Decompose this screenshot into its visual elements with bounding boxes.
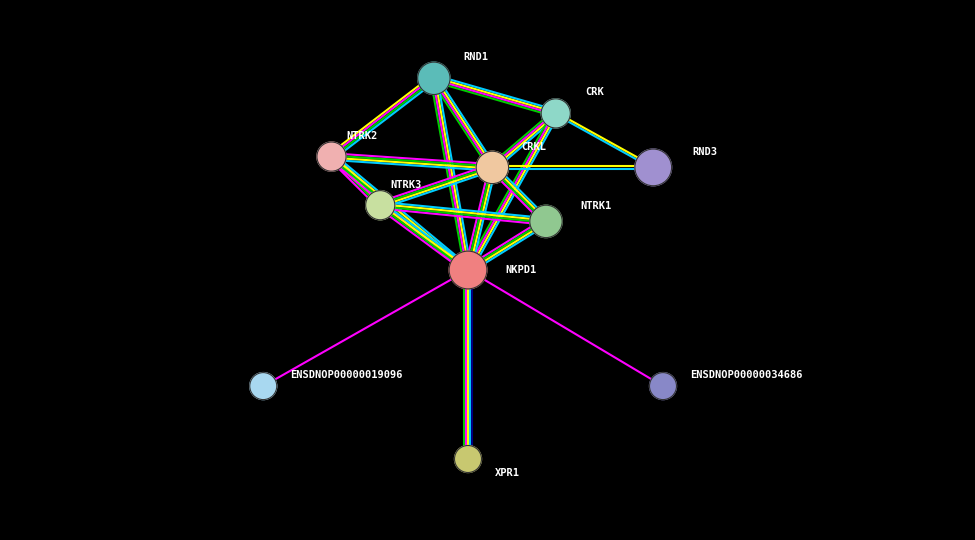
Circle shape: [317, 142, 346, 171]
Text: ENSDNOP00000034686: ENSDNOP00000034686: [690, 370, 802, 380]
Circle shape: [541, 99, 570, 128]
Text: NTRK2: NTRK2: [346, 131, 377, 141]
Circle shape: [529, 205, 563, 238]
Text: NTRK3: NTRK3: [390, 180, 421, 190]
Circle shape: [649, 373, 677, 400]
Text: CRKL: CRKL: [522, 142, 547, 152]
Circle shape: [449, 251, 487, 289]
Circle shape: [454, 446, 482, 472]
Text: XPR1: XPR1: [495, 468, 521, 477]
Circle shape: [366, 191, 395, 220]
Circle shape: [476, 151, 509, 184]
Text: ENSDNOP00000019096: ENSDNOP00000019096: [291, 370, 403, 380]
Circle shape: [635, 149, 672, 186]
Text: NTRK1: NTRK1: [580, 201, 611, 211]
Text: RND3: RND3: [692, 147, 718, 157]
Text: CRK: CRK: [585, 87, 604, 97]
Text: RND1: RND1: [463, 52, 488, 62]
Text: NKPD1: NKPD1: [505, 265, 536, 275]
Circle shape: [417, 62, 450, 94]
Circle shape: [250, 373, 277, 400]
